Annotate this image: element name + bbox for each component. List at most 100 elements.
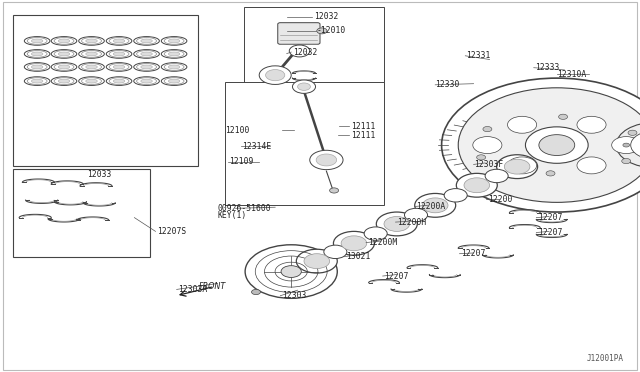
Circle shape bbox=[508, 116, 536, 133]
Text: KEY(1): KEY(1) bbox=[218, 211, 247, 219]
Circle shape bbox=[304, 254, 330, 269]
Ellipse shape bbox=[79, 77, 104, 86]
Circle shape bbox=[330, 188, 339, 193]
Ellipse shape bbox=[31, 39, 43, 43]
Ellipse shape bbox=[161, 77, 187, 86]
Text: 12111: 12111 bbox=[351, 131, 375, 140]
Circle shape bbox=[623, 143, 630, 147]
Ellipse shape bbox=[24, 62, 50, 71]
Text: FRONT: FRONT bbox=[198, 282, 226, 291]
Text: 12303: 12303 bbox=[282, 291, 306, 300]
Circle shape bbox=[539, 135, 575, 155]
Text: 12207: 12207 bbox=[538, 213, 562, 222]
Ellipse shape bbox=[51, 36, 77, 45]
Text: 12033: 12033 bbox=[87, 170, 111, 179]
Circle shape bbox=[310, 150, 343, 170]
Ellipse shape bbox=[134, 36, 159, 45]
Ellipse shape bbox=[134, 49, 159, 58]
Ellipse shape bbox=[51, 77, 77, 86]
Ellipse shape bbox=[24, 77, 50, 86]
Ellipse shape bbox=[141, 79, 152, 83]
Text: 00926-51600: 00926-51600 bbox=[218, 204, 271, 213]
Circle shape bbox=[485, 169, 508, 183]
Circle shape bbox=[252, 289, 260, 295]
Circle shape bbox=[458, 88, 640, 202]
Circle shape bbox=[628, 130, 637, 135]
Text: 12200M: 12200M bbox=[368, 238, 397, 247]
Circle shape bbox=[376, 212, 417, 236]
Circle shape bbox=[317, 28, 327, 34]
Circle shape bbox=[292, 80, 316, 93]
Bar bbox=[13, 15, 198, 166]
Text: J12001PA: J12001PA bbox=[587, 354, 624, 363]
Circle shape bbox=[546, 171, 555, 176]
Circle shape bbox=[259, 66, 291, 84]
Ellipse shape bbox=[79, 62, 104, 71]
Circle shape bbox=[296, 249, 337, 273]
Circle shape bbox=[324, 245, 347, 259]
Ellipse shape bbox=[161, 62, 187, 71]
Ellipse shape bbox=[31, 79, 43, 83]
Circle shape bbox=[612, 137, 640, 154]
Circle shape bbox=[281, 266, 301, 278]
Ellipse shape bbox=[79, 49, 104, 58]
Bar bbox=[13, 169, 150, 257]
Ellipse shape bbox=[86, 39, 97, 43]
Circle shape bbox=[504, 159, 530, 174]
Circle shape bbox=[497, 155, 538, 179]
Circle shape bbox=[442, 78, 640, 212]
Circle shape bbox=[341, 236, 367, 251]
Ellipse shape bbox=[141, 39, 152, 43]
Text: 12207S: 12207S bbox=[157, 227, 186, 236]
Ellipse shape bbox=[58, 52, 70, 56]
Bar bbox=[225, 82, 384, 205]
Circle shape bbox=[525, 127, 588, 163]
Ellipse shape bbox=[106, 77, 132, 86]
Text: 12303F: 12303F bbox=[474, 160, 503, 169]
Text: 12200A: 12200A bbox=[416, 202, 445, 211]
Circle shape bbox=[404, 208, 428, 222]
Circle shape bbox=[464, 178, 490, 193]
Text: 12207: 12207 bbox=[384, 272, 408, 280]
Circle shape bbox=[483, 126, 492, 132]
Ellipse shape bbox=[31, 52, 43, 56]
Text: 12109: 12109 bbox=[229, 157, 253, 166]
Ellipse shape bbox=[58, 65, 70, 69]
Ellipse shape bbox=[161, 36, 187, 45]
Ellipse shape bbox=[168, 79, 180, 83]
Text: -12010: -12010 bbox=[317, 26, 346, 35]
Ellipse shape bbox=[106, 36, 132, 45]
Text: 12303A: 12303A bbox=[178, 285, 207, 294]
Circle shape bbox=[577, 116, 606, 133]
Circle shape bbox=[621, 158, 630, 164]
Text: 12310A: 12310A bbox=[557, 70, 587, 79]
Ellipse shape bbox=[86, 65, 97, 69]
Circle shape bbox=[577, 157, 606, 174]
Text: 12207: 12207 bbox=[461, 249, 485, 258]
Text: 12032: 12032 bbox=[293, 48, 317, 57]
Text: 12331: 12331 bbox=[466, 51, 490, 60]
Circle shape bbox=[245, 245, 337, 298]
Circle shape bbox=[364, 227, 387, 240]
Circle shape bbox=[616, 122, 640, 168]
Circle shape bbox=[333, 231, 374, 255]
Text: 12200H: 12200H bbox=[397, 218, 426, 227]
Circle shape bbox=[266, 70, 285, 81]
Ellipse shape bbox=[113, 39, 125, 43]
Circle shape bbox=[631, 131, 640, 160]
Ellipse shape bbox=[58, 79, 70, 83]
Ellipse shape bbox=[134, 62, 159, 71]
Circle shape bbox=[298, 83, 310, 90]
Ellipse shape bbox=[168, 52, 180, 56]
Bar bbox=[244, 7, 384, 89]
Ellipse shape bbox=[134, 77, 159, 86]
Text: 12207: 12207 bbox=[538, 228, 562, 237]
Circle shape bbox=[415, 193, 456, 217]
FancyBboxPatch shape bbox=[278, 23, 320, 44]
Ellipse shape bbox=[141, 65, 152, 69]
Circle shape bbox=[456, 173, 497, 197]
Ellipse shape bbox=[141, 52, 152, 56]
Ellipse shape bbox=[106, 49, 132, 58]
Text: 12032: 12032 bbox=[314, 12, 338, 21]
Text: 12100: 12100 bbox=[225, 126, 250, 135]
